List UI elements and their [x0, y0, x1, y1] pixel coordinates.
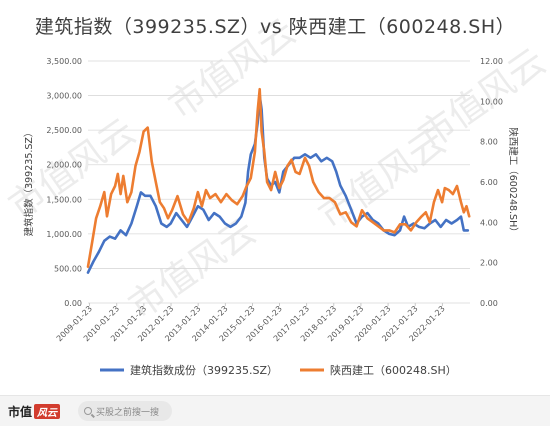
right-tick-label: 0.00	[480, 299, 498, 308]
left-axis-ticks: 0.00 500.00 1,000.00 1,500.00 2,000.00 2,500.…	[46, 57, 82, 308]
search-box[interactable]: 买股之前搜一搜	[78, 401, 172, 421]
right-axis-ticks: 0.00 2.00 4.00 6.00 8.00 10.00 12.00	[480, 57, 503, 308]
left-axis-title: 建筑指数（399235.SZ）	[23, 128, 35, 237]
left-tick-label: 1,500.00	[46, 195, 82, 204]
left-tick-label: 0.00	[64, 299, 82, 308]
left-tick-label: 2,500.00	[46, 126, 82, 135]
search-placeholder: 买股之前搜一搜	[96, 407, 160, 418]
brand-name: 市值	[8, 404, 33, 419]
right-tick-label: 12.00	[480, 57, 503, 66]
right-tick-label: 4.00	[480, 218, 498, 227]
legend: 建筑指数成份（399235.SZ） 陕西建工（600248.SH）	[100, 363, 457, 377]
legend-label-1: 建筑指数成份（399235.SZ）	[130, 363, 278, 377]
left-tick-label: 2,000.00	[46, 161, 82, 170]
series-lines	[86, 87, 471, 274]
brand-logo[interactable]: 市值 风云	[8, 402, 61, 420]
series-line-2	[86, 87, 471, 268]
chart-card: 市值风云 市值风云 市值风云 市值风云 市值风云 0.00 500.00 1,000.00 1…	[1, 11, 550, 377]
legend-label-2: 陕西建工（600248.SH）	[330, 363, 457, 377]
footer-bar: 市值 风云 买股之前搜一搜	[0, 395, 550, 426]
left-tick-label: 3,500.00	[46, 57, 82, 66]
right-axis-title: 陕西建工（600248.SH）	[507, 127, 519, 236]
brand-badge: 风云	[34, 403, 61, 419]
right-tick-label: 2.00	[480, 259, 498, 268]
search-icon	[84, 407, 92, 415]
left-tick-label: 3,000.00	[46, 92, 82, 101]
right-tick-label: 8.00	[480, 138, 498, 147]
chart-title: 建筑指数（399235.SZ）vs 陕西建工（600248.SH）	[34, 16, 516, 38]
right-tick-label: 6.00	[480, 178, 498, 187]
right-tick-label: 10.00	[480, 97, 503, 106]
left-tick-label: 1,000.00	[46, 230, 82, 239]
x-axis-ticks: 2009-01-232010-01-232011-01-232012-01-23…	[55, 303, 447, 343]
left-tick-label: 500.00	[54, 264, 82, 273]
